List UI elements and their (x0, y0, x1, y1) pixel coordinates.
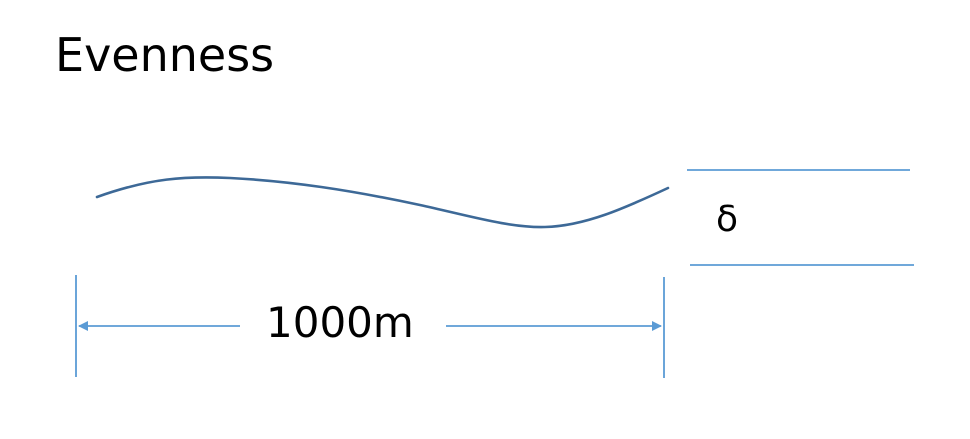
deviation-label: δ (716, 199, 739, 240)
dimension-label: 1000m (266, 298, 414, 347)
diagram-title: Evenness (55, 28, 275, 82)
road-profile-curve (95, 176, 670, 229)
